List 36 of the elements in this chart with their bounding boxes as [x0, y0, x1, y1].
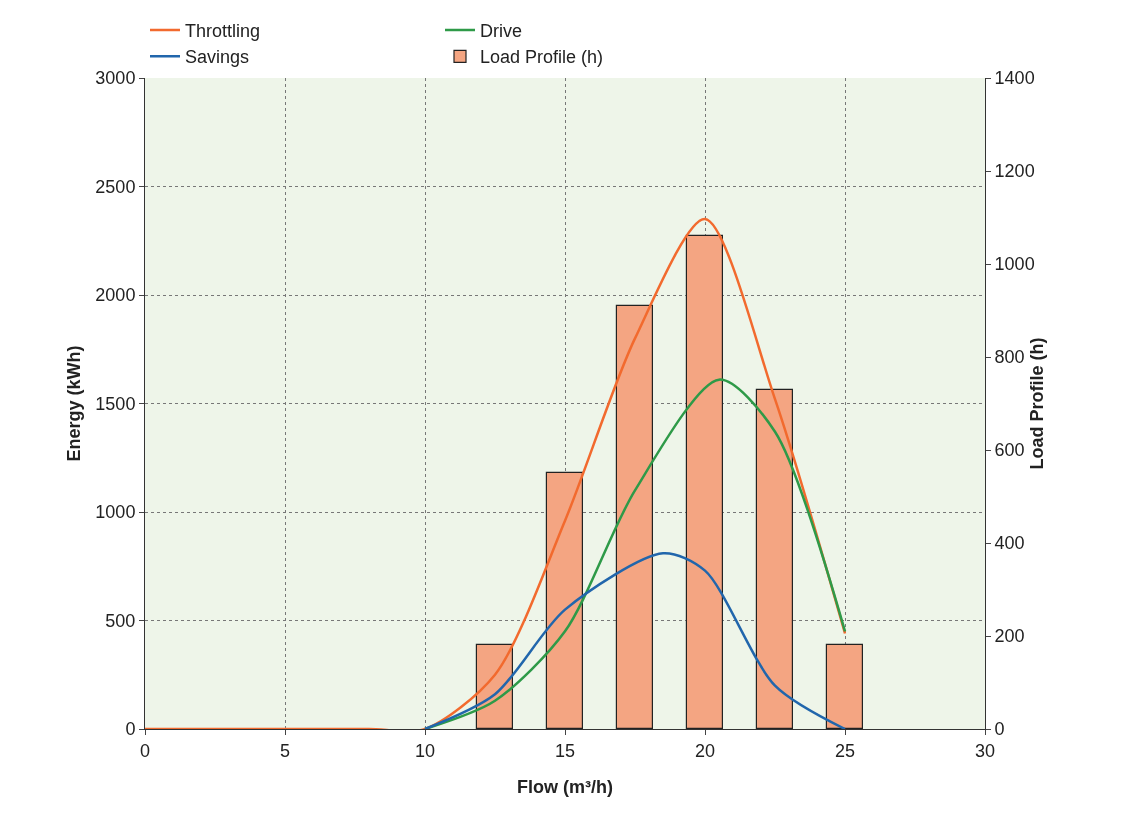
y-tick-label: 0: [125, 719, 136, 740]
bar: [755, 388, 793, 729]
x-tick-label: 15: [554, 740, 576, 761]
y2-tick-label: 400: [994, 533, 1025, 554]
legend-label: Load Profile (h): [480, 47, 604, 68]
y2-axis-title: Load Profile (h): [1026, 337, 1047, 470]
y2-tick-label: 0: [994, 719, 1005, 740]
y-tick-label: 3000: [95, 68, 136, 89]
line-series: [145, 217, 847, 729]
y-tick-label: 500: [105, 610, 136, 631]
bar: [545, 471, 583, 729]
x-tick-label: 10: [414, 740, 436, 761]
legend-label: Drive: [480, 20, 523, 41]
y2-tick-label: 800: [994, 347, 1025, 368]
y2-tick-label: 1200: [994, 161, 1035, 182]
y2-tick-label: 1000: [994, 254, 1035, 275]
legend-label: Savings: [185, 47, 250, 68]
y-tick-label: 1500: [95, 393, 136, 414]
y2-tick-label: 1400: [994, 68, 1035, 89]
bar: [615, 304, 653, 729]
x-tick-label: 20: [694, 740, 716, 761]
x-tick-label: 25: [834, 740, 856, 761]
x-axis-title: Flow (m³/h): [517, 777, 613, 797]
bar: [825, 643, 863, 729]
y-tick-label: 1000: [95, 502, 136, 523]
bar: [685, 234, 723, 729]
y-axis-title: Energy (kWh): [63, 345, 84, 462]
x-tick-label: 5: [279, 740, 291, 761]
x-tick-label: 30: [974, 740, 996, 761]
y-tick-label: 2000: [95, 285, 136, 306]
y2-tick-label: 200: [994, 626, 1025, 647]
line-series: [423, 551, 847, 729]
y2-tick-label: 600: [994, 440, 1025, 461]
x-tick-label: 0: [139, 740, 151, 761]
y-tick-label: 2500: [95, 176, 136, 197]
legend-label: Throttling: [185, 20, 261, 41]
